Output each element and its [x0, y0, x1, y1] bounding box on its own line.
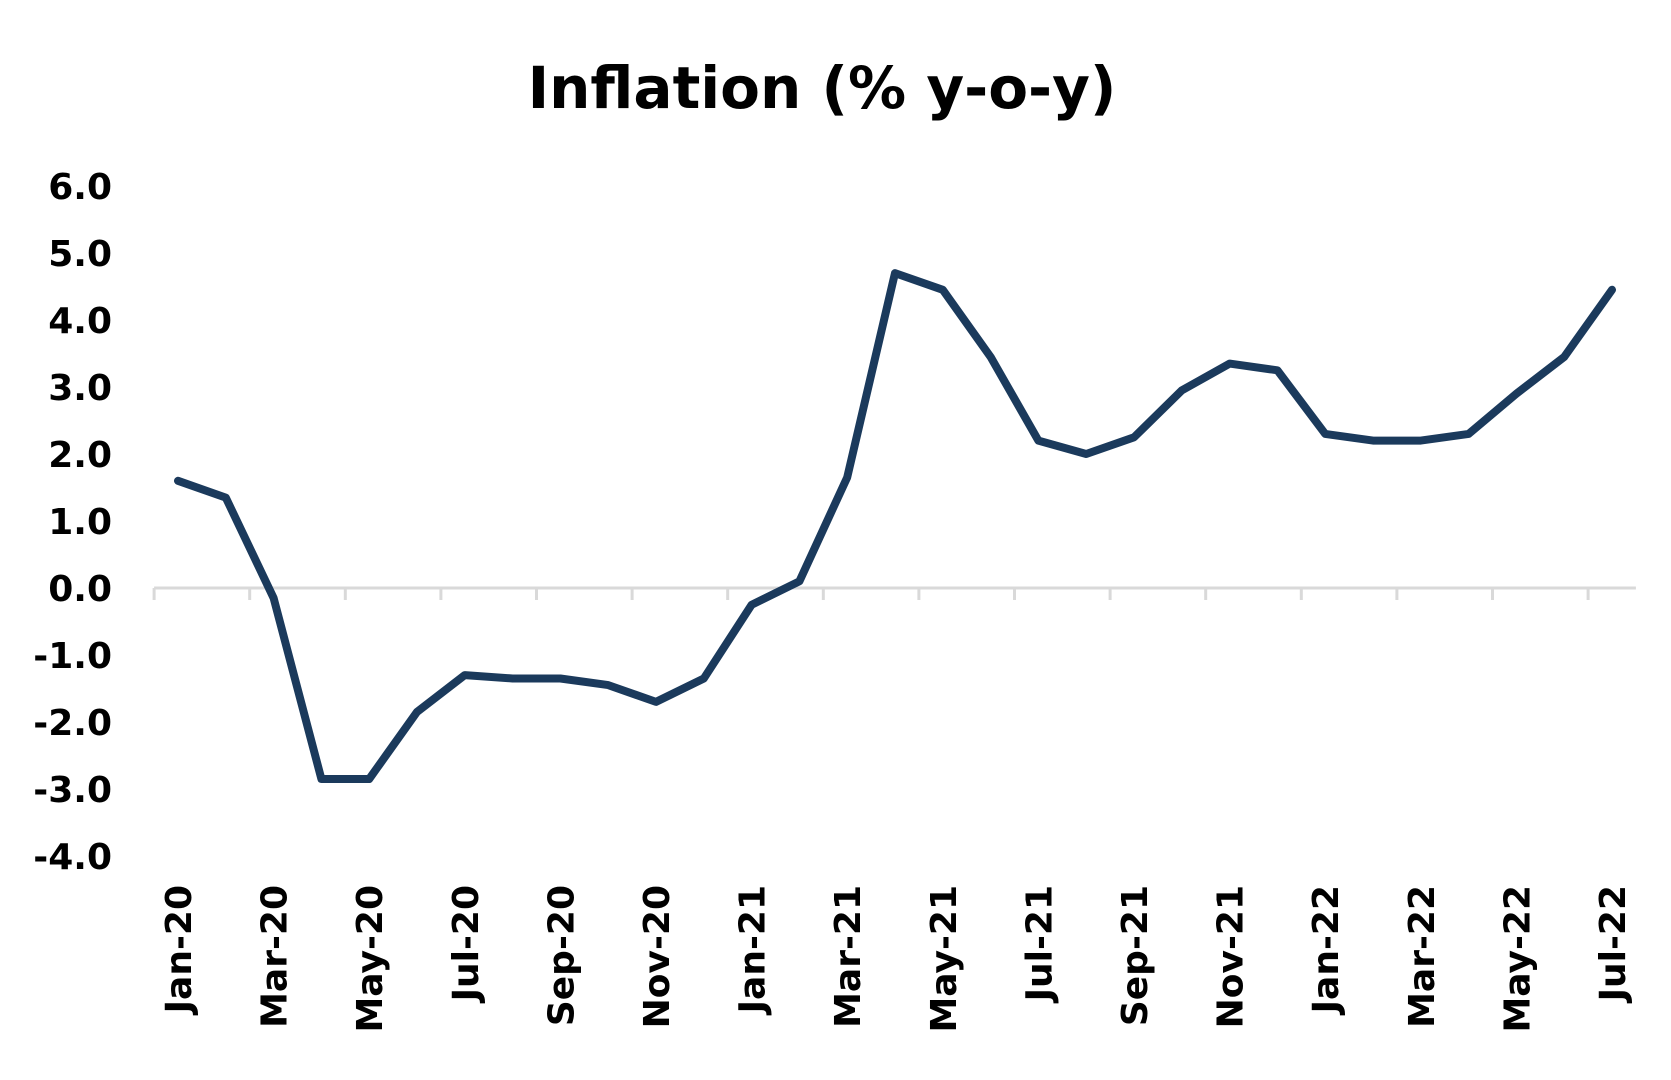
- x-tick-label: Jul-22: [1593, 885, 1634, 1004]
- x-tick-label: May-21: [924, 885, 965, 1033]
- x-tick-label: May-22: [1497, 885, 1538, 1033]
- x-tick-label: Mar-21: [828, 885, 869, 1028]
- x-tick-label: Mar-22: [1402, 885, 1443, 1028]
- y-tick-label: 5.0: [48, 234, 112, 275]
- y-tick-label: 3.0: [48, 368, 112, 409]
- y-tick-label: 6.0: [48, 167, 112, 208]
- series-layer: [174, 269, 1616, 783]
- x-tick-label: Jan-21: [733, 885, 774, 1016]
- x-tick-label: Mar-20: [255, 885, 296, 1028]
- x-tick-label: Jan-22: [1306, 885, 1347, 1016]
- y-tick-label: 4.0: [48, 301, 112, 342]
- y-tick-label: -1.0: [33, 636, 112, 677]
- y-axis: 6.0 5.0 4.0 3.0 2.0 1.0 0.0 -1.0 -2.0 -3.0 -4.0: [33, 167, 112, 878]
- x-tick-label: May-20: [350, 885, 391, 1033]
- y-tick-label: -3.0: [33, 770, 112, 811]
- x-tick-label: Jul-20: [446, 885, 487, 1004]
- y-tick-label: 2.0: [48, 435, 112, 476]
- x-tick-label: Jul-21: [1019, 885, 1060, 1004]
- x-tick-label: Sep-20: [541, 885, 582, 1026]
- chart-title: Inflation (% y-o-y): [528, 54, 1117, 122]
- y-tick-label: 1.0: [48, 502, 112, 543]
- y-tick-label: -2.0: [33, 703, 112, 744]
- x-tick-label: Nov-21: [1211, 885, 1252, 1028]
- x-tick-label: Sep-21: [1115, 885, 1156, 1026]
- y-tick-label: 0.0: [48, 569, 112, 610]
- y-tick-label: -4.0: [33, 837, 112, 878]
- x-tick-label: Nov-20: [637, 885, 678, 1028]
- x-tick-label: Jan-20: [159, 885, 200, 1016]
- series-line: [174, 269, 1616, 783]
- x-axis: Jan-20 Mar-20 May-20 Jul-20 Sep-20 Nov-20 Jan-…: [152, 586, 1636, 1033]
